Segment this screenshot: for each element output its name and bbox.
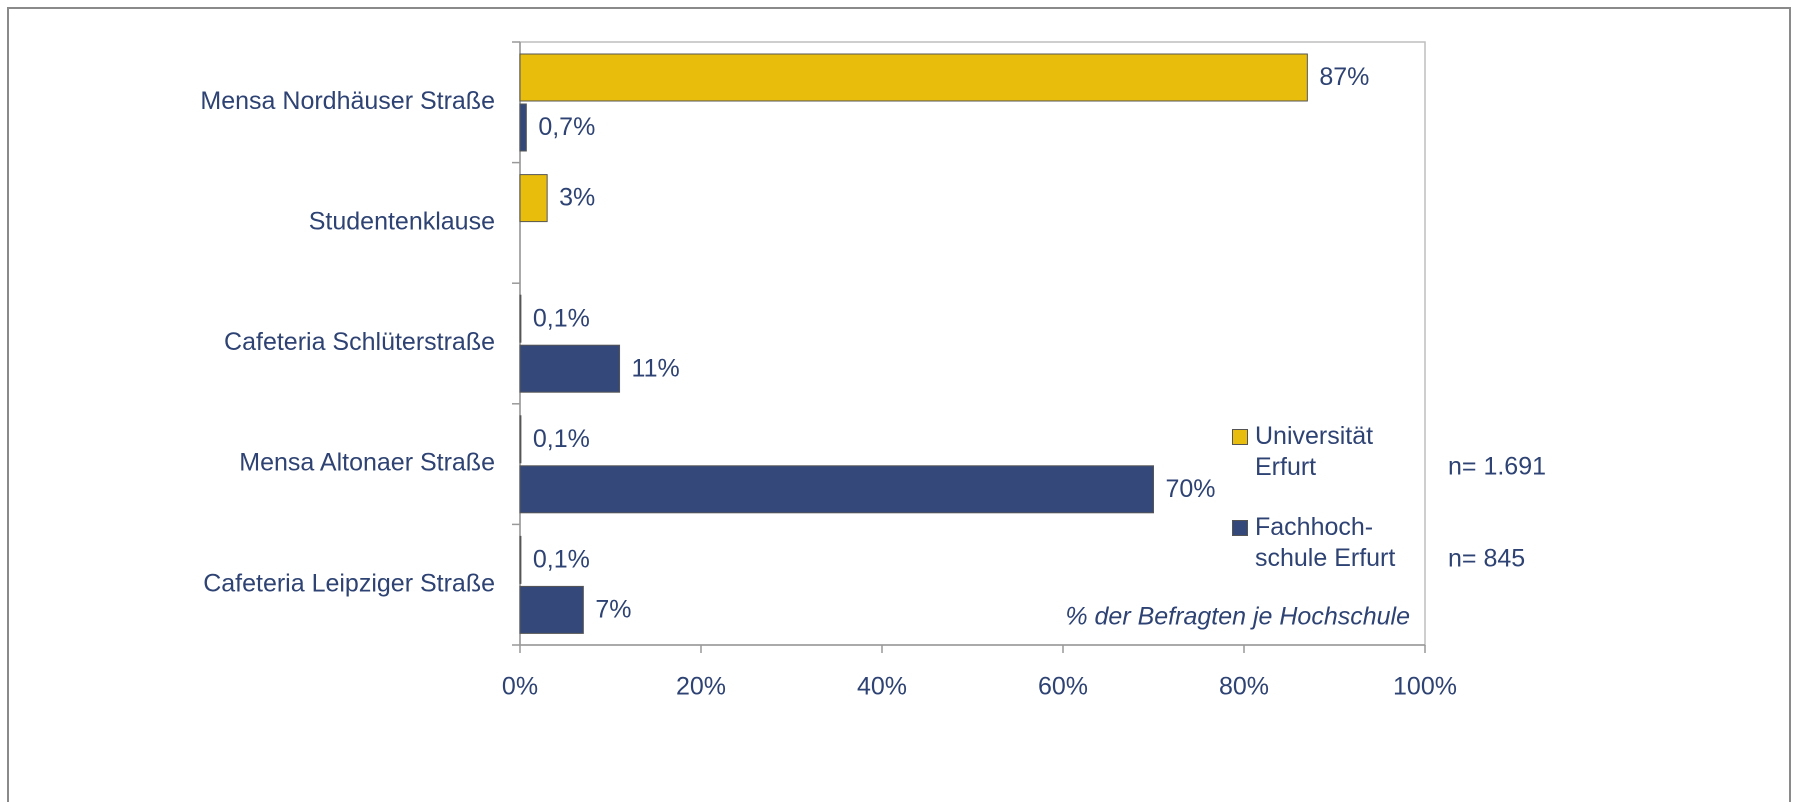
bar	[519, 465, 1154, 514]
y-tick-label: Studentenklause	[309, 208, 495, 236]
value-label: 0,1%	[533, 425, 590, 453]
legend-label: Fachhoch­schule Erfurt	[1255, 513, 1396, 572]
y-tick-label: Cafeteria Leipziger Straße	[203, 569, 495, 597]
value-label: 0,7%	[538, 113, 595, 141]
value-label: 70%	[1166, 475, 1216, 503]
bar	[519, 415, 522, 464]
value-label: 11%	[632, 354, 680, 382]
value-label: 0,1%	[533, 546, 590, 574]
bar	[519, 174, 548, 223]
legend-swatch	[1232, 520, 1248, 536]
bar	[519, 294, 522, 343]
x-tick-label: 80%	[1219, 673, 1269, 701]
x-tick-label: 0%	[502, 673, 538, 701]
x-tick-label: 40%	[857, 673, 907, 701]
value-label: 0,1%	[533, 304, 590, 332]
bar	[519, 53, 1308, 102]
y-tick-label: Cafeteria Schlüterstraße	[224, 328, 495, 356]
legend-swatch	[1232, 429, 1248, 445]
bar	[519, 585, 584, 634]
value-label: 7%	[595, 596, 631, 624]
value-label: 87%	[1319, 63, 1369, 91]
n-label: n= 1.691	[1448, 453, 1546, 481]
legend-label: Universität Erfurt	[1255, 422, 1374, 481]
x-tick-label: 20%	[676, 673, 726, 701]
x-tick-label: 60%	[1038, 673, 1088, 701]
y-tick-label: Mensa Altonaer Straße	[239, 449, 495, 477]
y-tick-label: Mensa Nordhäuser Straße	[200, 87, 495, 115]
n-label: n= 845	[1448, 545, 1525, 573]
bar	[519, 535, 522, 584]
note: % der Befragten je Hochschule	[1065, 603, 1410, 631]
bar	[519, 103, 527, 152]
frame	[7, 7, 1791, 802]
value-label: 3%	[559, 184, 595, 212]
bar	[519, 344, 621, 393]
x-tick-label: 100%	[1393, 673, 1457, 701]
